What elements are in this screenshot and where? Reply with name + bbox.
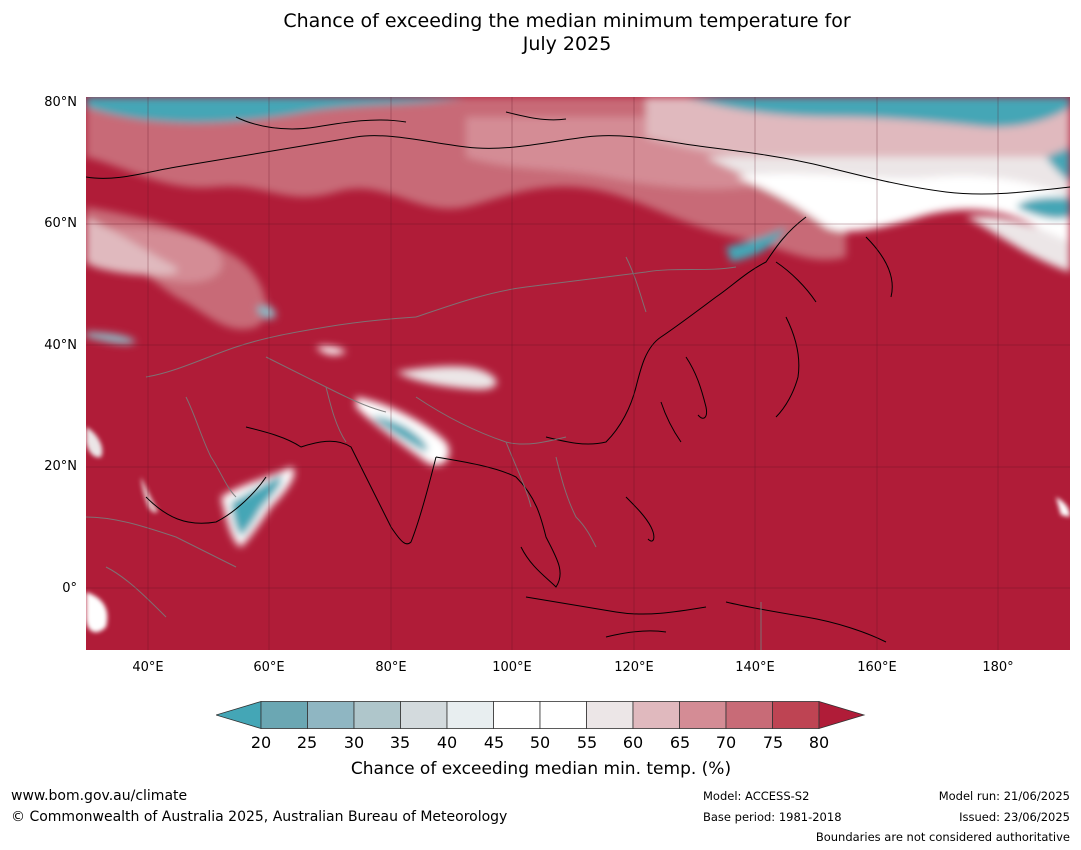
- footer-disclaimer: Boundaries are not considered authoritat…: [815, 830, 1070, 844]
- footer-model-run: Model run: 21/06/2025: [938, 789, 1070, 803]
- colorbar-segment: [307, 701, 355, 729]
- footer-url[interactable]: www.bom.gov.au/climate: [11, 788, 188, 804]
- colorbar-tick: 30: [343, 733, 365, 752]
- footer-copyright: © Commonwealth of Australia 2025, Austra…: [11, 809, 508, 825]
- colorbar-segment: [400, 701, 448, 729]
- tibet-anomaly: [256, 305, 497, 466]
- colorbar-tick: 35: [389, 733, 411, 752]
- colorbar-segment: [772, 701, 820, 729]
- lon-label: 100°E: [492, 660, 532, 675]
- footer-model: Model: ACCESS-S2: [703, 789, 810, 803]
- lon-label: 80°E: [375, 660, 407, 675]
- colorbar: [216, 701, 866, 729]
- map-title: Chance of exceeding the median minimum t…: [0, 10, 1081, 56]
- colorbar-segment: [493, 701, 541, 729]
- lat-label: 60°N: [44, 216, 77, 231]
- lon-label: 160°E: [857, 660, 897, 675]
- colorbar-segment: [446, 701, 494, 729]
- colorbar-segments: [216, 701, 866, 729]
- colorbar-tick: 80: [808, 733, 830, 752]
- colorbar-tick: 65: [669, 733, 691, 752]
- title-line-1: Chance of exceeding the median minimum t…: [283, 10, 851, 32]
- lat-label: 40°N: [44, 338, 77, 353]
- colorbar-segment: [725, 701, 773, 729]
- colorbar-tick: 60: [622, 733, 644, 752]
- lon-label: 120°E: [614, 660, 654, 675]
- colorbar-tick: 70: [715, 733, 737, 752]
- lat-label: 20°N: [44, 459, 77, 474]
- colorbar-segment: [539, 701, 587, 729]
- colorbar-min-arrow: [216, 701, 262, 729]
- lon-label: 140°E: [735, 660, 775, 675]
- colorbar-segment: [586, 701, 634, 729]
- country-borders: [86, 256, 762, 650]
- probability-map: [86, 97, 1070, 650]
- anomaly-shading: [86, 97, 1070, 345]
- colorbar-segment: [679, 701, 727, 729]
- colorbar-tick: 50: [529, 733, 551, 752]
- colorbar-segment: [632, 701, 680, 729]
- colorbar-tick: 45: [483, 733, 505, 752]
- africa-anomaly: [86, 427, 1070, 633]
- lat-label: 0°: [62, 581, 77, 596]
- lon-label: 60°E: [253, 660, 285, 675]
- graticule: [86, 97, 1070, 650]
- colorbar-tick: 20: [250, 733, 272, 752]
- colorbar-label: Chance of exceeding median min. temp. (%…: [350, 759, 732, 779]
- title-line-2: July 2025: [522, 33, 612, 55]
- colorbar-tick: 25: [296, 733, 318, 752]
- footer-issued: Issued: 23/06/2025: [959, 810, 1070, 824]
- map-svg: [86, 97, 1070, 650]
- lon-label: 40°E: [132, 660, 164, 675]
- colorbar-tick: 75: [762, 733, 784, 752]
- lon-label: 180°: [982, 660, 1014, 675]
- colorbar-tick: 55: [576, 733, 598, 752]
- colorbar-segment: [353, 701, 401, 729]
- footer-base-period: Base period: 1981-2018: [703, 810, 842, 824]
- colorbar-segment: [260, 701, 308, 729]
- colorbar-max-arrow: [818, 701, 866, 729]
- colorbar-tick: 40: [436, 733, 458, 752]
- coastlines: [86, 111, 1070, 643]
- lat-label: 80°N: [44, 95, 77, 110]
